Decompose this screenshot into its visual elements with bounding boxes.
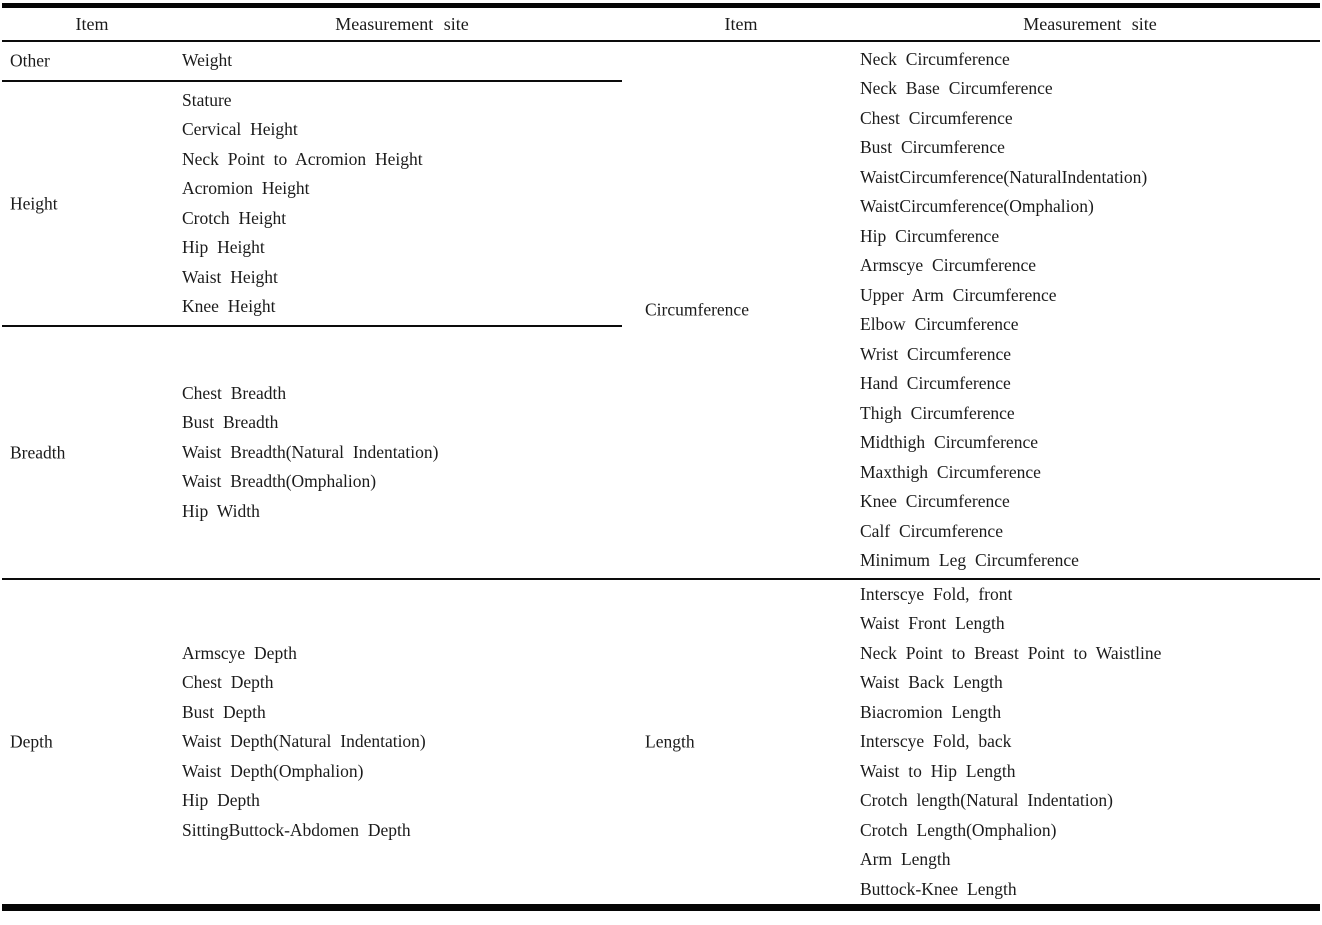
col-header-item-left: Item [75,13,109,34]
measurement-site-cell: Waist to Hip Length [860,760,1016,781]
measurement-site-cell: Upper Arm Circumference [860,284,1057,305]
measurement-site-cell: Buttock-Knee Length [860,878,1017,899]
measurement-site-cell: Minimum Leg Circumference [860,550,1079,570]
measurement-site-cell: Neck Circumference [860,48,1010,69]
measurement-site-cell: Bust Depth [182,701,266,722]
measurement-site-cell: Crotch Height [182,207,287,228]
band-upper-right-half: Circumference Neck Circumference Neck Base… [622,42,1320,578]
measurement-site-cell: Wrist Circumference [860,343,1012,364]
measurement-site-cell: Weight [182,50,233,71]
measurement-site-cell: Knee Circumference [860,491,1010,511]
measurement-site-cell: Midthigh Circumference [860,432,1038,452]
measurement-site-cell: Armscye Depth [182,642,297,663]
measurement-site-cell: Interscye Fold, back [860,731,1012,752]
measurement-site-cell: Chest Depth [182,672,274,693]
measurement-site-cell: Hip Circumference [860,225,1000,246]
measurement-site-cell: Neck Base Circumference [860,78,1053,98]
measurement-site-cell: Waist Front Length [860,613,1005,634]
table-section-length: Length Interscye Fold, front Waist Front L… [622,580,1320,904]
band-upper-left-half: Other Weight Height Stature Cervical Height N… [2,42,622,578]
measurement-site-cell: Crotch length(Natural Indentation) [860,790,1113,811]
measurement-site-cell: WaistCircumference(Omphalion) [860,196,1094,216]
measurement-site-cell: Bust Breadth [182,412,279,433]
band-lower-left-half: Depth Armscye Depth Chest Depth Bust Depth W… [2,580,622,904]
table-band-upper: Other Weight Height Stature Cervical Height N… [2,42,1320,580]
measurement-site-cell: Chest Circumference [860,107,1013,128]
measurement-items-table: Item Measurement site Item Measurement s… [2,3,1320,911]
measurement-site-cell: Acromion Height [182,178,310,198]
measurement-site-cell: Neck Point to Breast Point to Waistline [860,642,1162,663]
measurement-site-cell: Hand Circumference [860,373,1011,393]
item-cell-circumference: Circumference [645,299,749,320]
measurement-site-cell: SittingButtock-Abdomen Depth [182,819,411,840]
measurement-site-cell: Waist Back Length [860,672,1003,693]
measurement-site-cell: Waist Breadth(Omphalion) [182,471,377,492]
band-lower-right-half: Length Interscye Fold, front Waist Front L… [622,580,1320,904]
measurement-site-cell: Armscye Circumference [860,255,1037,275]
item-cell-breadth: Breadth [10,442,66,462]
measurement-site-cell: Knee Height [182,296,276,316]
measurement-site-cell: Waist Breadth(Natural Indentation) [182,441,439,462]
measurement-site-cell: Stature [182,89,232,110]
measurement-site-cell: Thigh Circumference [860,402,1015,423]
measurement-site-cell: Interscye Fold, front [860,583,1013,604]
table-section-breadth: Breadth Chest Breadth Bust Breadth Waist Br… [2,327,622,578]
measurement-site-cell: Crotch Length(Omphalion) [860,819,1057,840]
measurement-site-cell: Maxthigh Circumference [860,461,1041,482]
item-cell-other: Other [10,50,50,71]
measurement-site-cell: Bust Circumference [860,137,1005,157]
measurement-site-cell: WaistCircumference(NaturalIndentation) [860,166,1148,187]
table-section-depth: Depth Armscye Depth Chest Depth Bust Depth W… [2,580,622,904]
col-header-site-right: Measurement site [1023,13,1157,34]
measurement-site-cell: Calf Circumference [860,520,1003,541]
col-header-site-left: Measurement site [335,13,469,34]
measurement-site-cell: Hip Height [182,237,265,257]
table-section-circumference: Circumference Neck Circumference Neck Base… [622,42,1320,578]
table-band-lower: Depth Armscye Depth Chest Depth Bust Depth W… [2,580,1320,904]
measurement-site-cell: Chest Breadth [182,382,287,403]
measurement-site-cell: Waist Height [182,266,278,287]
measurement-site-cell: Arm Length [860,849,951,870]
item-cell-height: Height [10,193,58,213]
measurement-site-cell: Waist Depth(Omphalion) [182,760,364,781]
table-section-other: Other Weight [2,42,622,82]
col-header-item-right: Item [724,13,758,34]
table-section-height: Height Stature Cervical Height Neck Point t… [2,82,622,327]
measurement-site-cell: Waist Depth(Natural Indentation) [182,731,426,752]
item-cell-depth: Depth [10,731,53,752]
measurement-site-cell: Cervical Height [182,119,298,139]
measurement-site-cell: Elbow Circumference [860,314,1019,334]
item-cell-length: Length [645,731,695,752]
table-header-row: Item Measurement site Item Measurement s… [2,8,1320,42]
measurement-site-cell: Hip Width [182,500,260,521]
measurement-site-cell: Biacromion Length [860,701,1002,722]
measurement-site-cell: Neck Point to Acromion Height [182,148,423,169]
measurement-site-cell: Hip Depth [182,790,260,811]
